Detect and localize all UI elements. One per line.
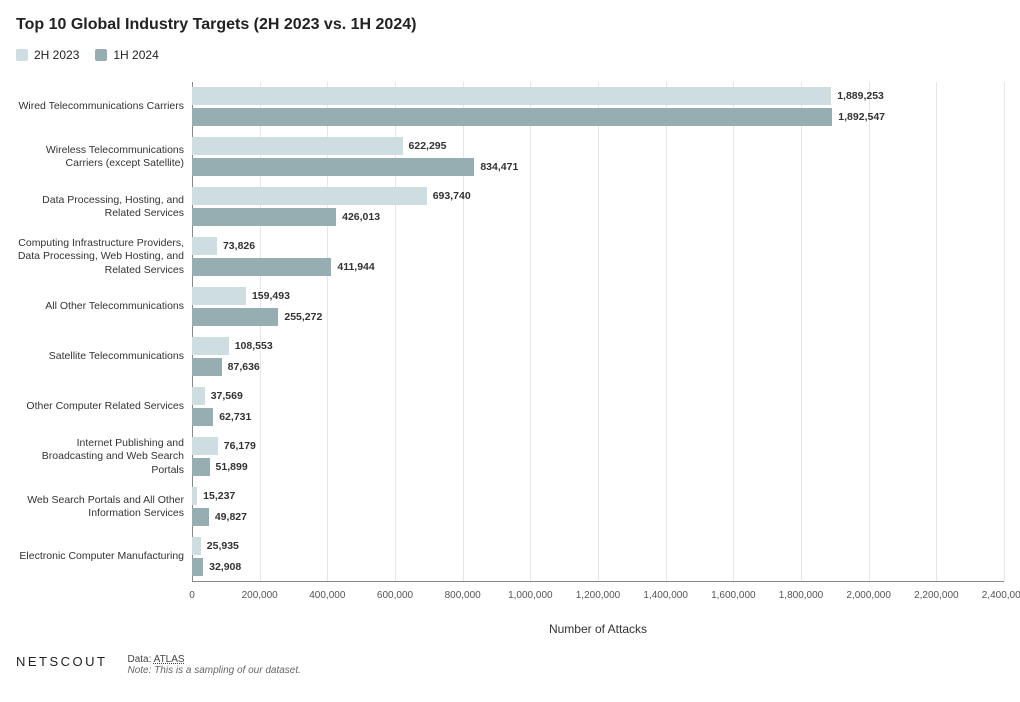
bar-1h2024: 87,636 — [192, 358, 222, 376]
category-label: Wired Telecommunications Carriers — [16, 82, 192, 132]
plot-area: 1,889,2531,892,547622,295834,471693,7404… — [192, 82, 1004, 582]
category-label: All Other Telecommunications — [16, 282, 192, 332]
bar-value-label: 693,740 — [427, 190, 471, 202]
x-tick: 2,400,000 — [982, 590, 1020, 601]
data-source: ATLAS — [154, 654, 185, 665]
legend-swatch-a — [16, 49, 28, 61]
bar-group: 622,295 834,471 — [192, 132, 1004, 182]
bar-value-label: 411,944 — [331, 261, 374, 273]
bar-value-label: 62,731 — [213, 411, 251, 423]
bar-value-label: 834,471 — [474, 161, 518, 173]
bar-value-label: 622,295 — [403, 140, 447, 152]
bar-group: 73,826 411,944 — [192, 232, 1004, 282]
x-axis-label: Number of Attacks — [192, 622, 1004, 636]
data-source-line: Data: ATLAS — [128, 654, 301, 665]
category-label: Electronic Computer Manufacturing — [16, 532, 192, 582]
category-label: Other Computer Related Services — [16, 382, 192, 432]
bar-value-label: 49,827 — [209, 511, 247, 523]
bar-1h2024: 411,944 — [192, 258, 331, 276]
bar-group: 25,93532,908 — [192, 532, 1004, 582]
bar-2h2023: 76,179 — [192, 437, 218, 455]
category-label: Wireless Telecommunications Carriers (ex… — [16, 132, 192, 182]
x-tick: 2,000,000 — [846, 590, 891, 601]
chart-title: Top 10 Global Industry Targets (2H 2023 … — [16, 16, 1004, 34]
bar-2h2023: 108,553 — [192, 337, 229, 355]
bar-2h2023: 1,889,253 — [192, 87, 831, 105]
bar-group: 108,553 87,636 — [192, 332, 1004, 382]
legend: 2H 2023 1H 2024 — [16, 48, 1004, 62]
bar-value-label: 76,179 — [218, 440, 256, 452]
bar-value-label: 15,237 — [197, 490, 235, 502]
bar-2h2023: 622,295 — [192, 137, 403, 155]
x-tick: 1,800,000 — [779, 590, 824, 601]
x-tick: 1,400,000 — [643, 590, 688, 601]
x-tick: 1,200,000 — [576, 590, 621, 601]
data-prefix: Data: — [128, 654, 154, 665]
bar-value-label: 159,493 — [246, 290, 290, 302]
legend-item-1h2024: 1H 2024 — [95, 48, 158, 62]
x-tick: 800,000 — [445, 590, 481, 601]
y-axis-labels: Wired Telecommunications CarriersWireles… — [16, 82, 192, 582]
bar-group: 1,889,2531,892,547 — [192, 82, 1004, 132]
bar-2h2023: 15,237 — [192, 487, 197, 505]
bar-2h2023: 25,935 — [192, 537, 201, 555]
x-tick: 1,600,000 — [711, 590, 756, 601]
bar-2h2023: 159,493 — [192, 287, 246, 305]
x-axis-ticks: 0 200,000 400,000 600,000 800,000 1,000,000 1,… — [192, 586, 1004, 616]
bar-value-label: 51,899 — [210, 461, 248, 473]
bar-value-label: 73,826 — [217, 240, 255, 252]
footer-note: Note: This is a sampling of our dataset. — [128, 665, 301, 676]
category-label: Satellite Telecommunications — [16, 332, 192, 382]
bar-1h2024: 834,471 — [192, 158, 474, 176]
bar-group: 15,237 49,827 — [192, 482, 1004, 532]
bar-value-label: 25,935 — [201, 540, 239, 552]
x-tick: 0 — [189, 590, 195, 601]
bar-value-label: 87,636 — [222, 361, 260, 373]
legend-swatch-b — [95, 49, 107, 61]
category-label: Data Processing, Hosting, and Related Se… — [16, 182, 192, 232]
bar-1h2024: 426,013 — [192, 208, 336, 226]
bar-group: 37,569 62,731 — [192, 382, 1004, 432]
bar-2h2023: 37,569 — [192, 387, 205, 405]
x-tick: 2,200,000 — [914, 590, 959, 601]
bars-container: 1,889,2531,892,547622,295834,471693,7404… — [192, 82, 1004, 582]
x-tick: 200,000 — [242, 590, 278, 601]
bar-group: 76,179 51,899 — [192, 432, 1004, 482]
brand-logo: NETSCOUT — [16, 654, 108, 669]
bar-1h2024: 1,892,547 — [192, 108, 832, 126]
bar-1h2024: 255,272 — [192, 308, 278, 326]
bar-group: 693,740 426,013 — [192, 182, 1004, 232]
bar-value-label: 1,889,253 — [831, 90, 884, 102]
bar-1h2024: 32,908 — [192, 558, 203, 576]
bar-1h2024: 51,899 — [192, 458, 210, 476]
bar-1h2024: 62,731 — [192, 408, 213, 426]
legend-label-b: 1H 2024 — [113, 48, 158, 62]
bar-value-label: 37,569 — [205, 390, 243, 402]
bar-group: 159,493 255,272 — [192, 282, 1004, 332]
category-label: Computing Infrastructure Providers, Data… — [16, 232, 192, 282]
bar-value-label: 426,013 — [336, 211, 380, 223]
category-label: Web Search Portals and All Other Informa… — [16, 482, 192, 532]
bar-1h2024: 49,827 — [192, 508, 209, 526]
bar-value-label: 32,908 — [203, 561, 241, 573]
bar-value-label: 108,553 — [229, 340, 273, 352]
bar-value-label: 255,272 — [278, 311, 322, 323]
x-tick: 400,000 — [309, 590, 345, 601]
x-tick: 1,000,000 — [508, 590, 553, 601]
legend-label-a: 2H 2023 — [34, 48, 79, 62]
bar-value-label: 1,892,547 — [832, 111, 885, 123]
bar-2h2023: 73,826 — [192, 237, 217, 255]
x-tick: 600,000 — [377, 590, 413, 601]
gridline — [1004, 82, 1005, 582]
chart: Wired Telecommunications CarriersWireles… — [16, 82, 1004, 582]
legend-item-2h2023: 2H 2023 — [16, 48, 79, 62]
category-label: Internet Publishing and Broadcasting and… — [16, 432, 192, 482]
bar-2h2023: 693,740 — [192, 187, 427, 205]
footer: NETSCOUT Data: ATLAS Note: This is a sam… — [16, 654, 1004, 676]
